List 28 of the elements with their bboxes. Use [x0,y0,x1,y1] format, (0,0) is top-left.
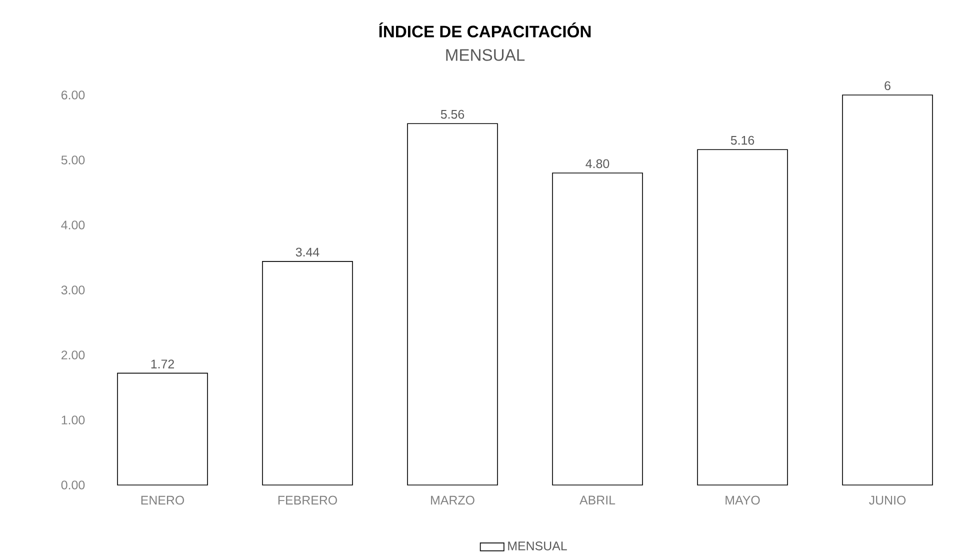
x-tick-label: MAYO [726,496,760,505]
y-tick-label: 6.00 [62,90,85,100]
x-tick-label: MARZO [431,496,474,505]
bar [407,123,498,486]
data-label: 6 [884,81,890,90]
y-tick-label: 5.00 [61,156,85,164]
y-tick-label: 2.00 [62,350,85,360]
x-tick-label: ENERO [141,496,184,505]
bar [842,94,933,486]
y-tick-label: 0.00 [61,480,85,490]
y-tick-label: 1.00 [62,416,85,424]
x-tick-label: FEBRERO [278,496,338,505]
data-label: 5.16 [730,136,754,145]
legend-label: MENSUAL [508,542,567,550]
data-label: 1.72 [151,360,174,368]
bar [262,260,353,486]
chart-title: ÍNDICE DE CAPACITACIÓN [379,22,591,38]
bar [697,149,788,486]
y-tick-label: 3.00 [61,286,85,294]
data-label: 4.80 [586,159,610,168]
bar [117,372,208,486]
chart-subtitle: MENSUAL [446,49,525,61]
x-tick-label: JUNIO [869,496,906,505]
data-label: 3.44 [296,248,320,257]
x-tick-label: ABRIL [580,496,616,504]
bar [552,172,643,486]
y-tick-label: 4.00 [61,220,85,230]
data-label: 5.56 [440,110,464,119]
